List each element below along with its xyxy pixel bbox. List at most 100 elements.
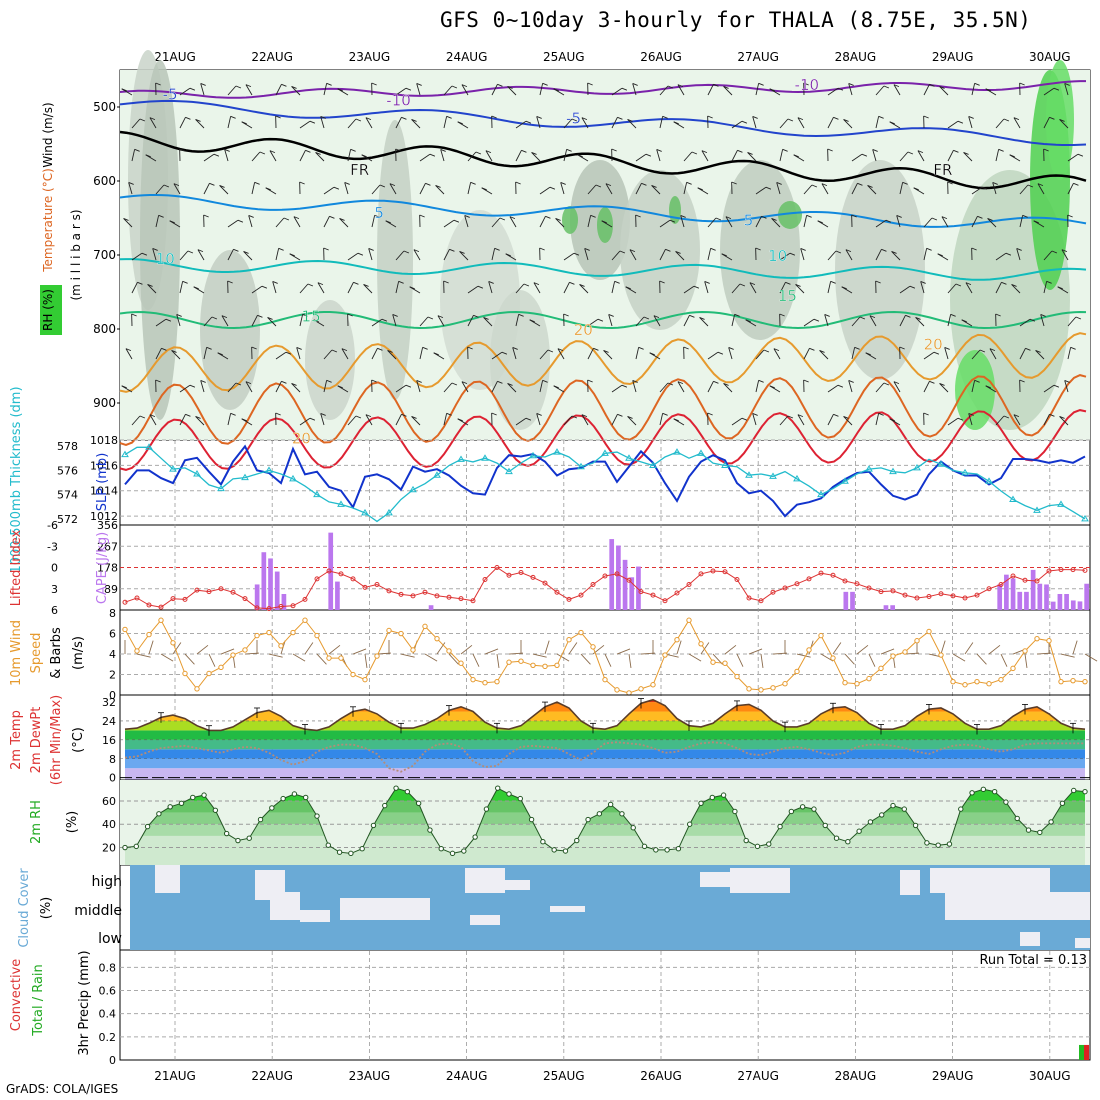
rh-marker [969,790,975,796]
upper-wind-barb-flag [963,152,969,155]
upper-wind-barb-flag [632,380,638,383]
surface-wind-barb [556,653,570,662]
upper-wind-barb-flag [449,248,455,252]
upper-wind-barb-flag [179,148,185,152]
upper-wind-barb-flag [992,182,998,185]
cape-bar [254,584,260,610]
temp-tick-label: 32 [102,696,116,709]
upper-wind-barb-flag [803,379,809,383]
label-barbs: & Barbs [49,627,64,679]
upper-wind-barb-flag [789,252,796,256]
wind-speed-marker [518,658,524,664]
lifted-index-marker [146,602,152,608]
upper-wind-barb [395,87,407,96]
upper-wind-barb-flag [1011,284,1017,287]
surface-wind-barb [532,653,547,658]
rh-marker [122,844,128,851]
rh-marker [269,805,275,811]
rh-marker [404,788,411,795]
lifted-index-marker [362,584,368,590]
lifted-index-marker [158,604,164,610]
upper-wind-barb [389,183,397,195]
surface-wind-barb [172,642,182,655]
upper-wind-barb [200,83,205,96]
cloud-level-middle: middle [74,903,122,919]
lifted-index-marker [398,591,404,597]
rh-marker [867,819,874,825]
upper-wind-barb-flag [307,283,314,287]
upper-wind-barb-flag [254,181,260,185]
thickness-marker [913,463,921,471]
upper-wind-barb [275,84,282,96]
precip-convective-bar [1084,1044,1089,1060]
upper-wind-barb-flag [1022,214,1028,218]
upper-wind-barb [128,182,133,195]
upper-wind-barb [779,118,789,129]
surface-wind-barb [964,642,974,655]
lifted-index-marker [386,588,392,594]
upper-wind-barb-flag [473,314,479,318]
cape-bar [335,581,340,610]
upper-wind-barb-flag [841,286,847,290]
upper-wind-barb-flag [581,117,588,121]
wind-speed-marker [218,664,224,671]
rh-marker [946,841,953,847]
lifted-index-marker [1058,567,1064,573]
upper-wind-barb-flag [355,118,362,122]
upper-wind-barb-flag [677,381,684,385]
upper-wind-barb-flag [221,315,228,319]
wind-speed-marker [242,647,248,653]
upper-wind-barb [771,218,781,228]
rh-contour-blob [562,206,578,234]
upper-wind-barb [747,152,757,162]
upper-wind-barb [491,84,498,96]
upper-wind-barb-flag [536,116,542,119]
upper-wind-barb-flag [553,88,559,92]
upper-wind-barb-flag [601,220,607,224]
lifted-index-marker [878,589,884,595]
upper-wind-barb [995,252,1007,261]
upper-wind-barb-flag [793,154,799,158]
upper-wind-barb-flag [337,385,343,389]
lifted-index-marker [206,589,212,595]
upper-wind-barb [267,317,277,327]
upper-wind-barb-flag [861,153,868,157]
upper-wind-barb-flag [557,348,564,352]
lifted-index-line [124,566,1086,610]
upper-wind-barb [827,414,834,426]
upper-wind-barb [795,284,805,294]
upper-wind-barb [851,347,856,360]
upper-wind-barb-flag [581,414,588,418]
rh-marker [822,822,828,829]
rh-contour-blob [835,160,925,380]
upper-wind-barb [581,414,589,426]
upper-wind-barb-flag [446,115,452,119]
upper-wind-barb [987,218,997,228]
upper-wind-barb-flag [659,280,665,284]
surface-wind-barb [472,653,480,667]
thickness-marker [553,448,561,455]
wind-speed-marker [842,680,848,686]
upper-wind-barb [1064,380,1069,393]
upper-wind-barb-flag [955,283,962,287]
upper-wind-barb-flag [1019,82,1025,86]
cloud-gap [930,868,1050,893]
lifted-index-marker [194,587,200,593]
upper-wind-barb-flag [950,313,956,317]
thickness-marker [313,490,321,498]
wind-speed-marker [794,668,800,675]
thickness-marker [721,461,729,468]
bottom-day-label: 22AUG [251,1069,293,1083]
upper-wind-barb-flag [843,119,849,122]
upper-wind-barb-flag [905,314,911,318]
upper-wind-barb [323,216,330,228]
upper-wind-barb-flag [605,183,612,187]
upper-wind-barb [371,318,383,327]
thickness-marker [1033,506,1041,513]
upper-wind-barb-flag [686,181,692,185]
thickness-marker [481,454,489,461]
lifted-index-marker [422,589,428,595]
upper-wind-barb-flag [1009,154,1015,158]
upper-wind-barb [179,384,191,393]
wind-speed-marker [482,680,488,686]
